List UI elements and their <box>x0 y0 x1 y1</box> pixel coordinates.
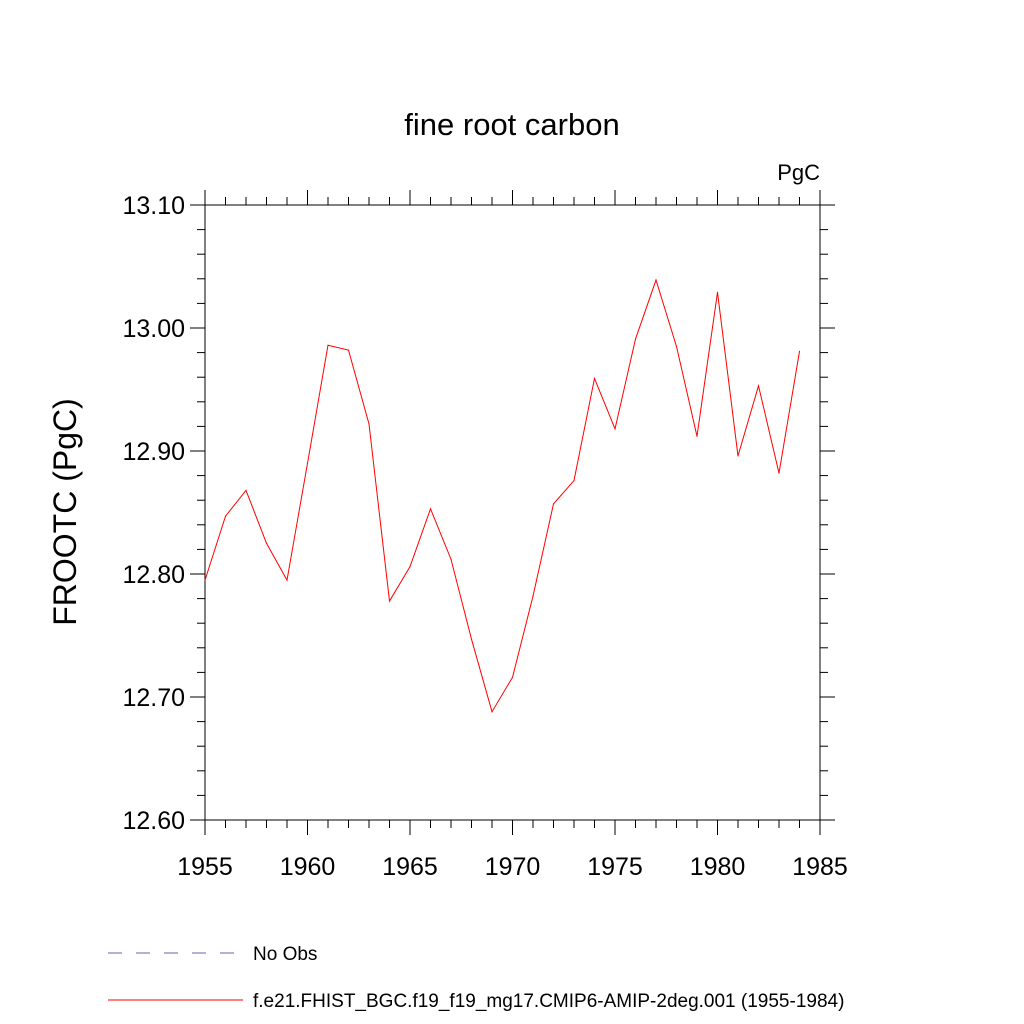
plot-frame <box>204 204 821 821</box>
data-point <box>696 435 698 437</box>
units-label: PgC <box>777 160 820 185</box>
data-point <box>573 479 575 482</box>
data-point <box>409 566 411 568</box>
data-point <box>347 349 350 351</box>
data-point <box>614 428 616 430</box>
data-point <box>388 600 391 602</box>
data-point <box>286 579 288 581</box>
data-point <box>593 377 596 380</box>
x-tick-label: 1980 <box>690 853 746 881</box>
data-point <box>634 338 637 340</box>
data-point <box>511 676 514 678</box>
data-point <box>532 595 534 597</box>
y-tick-label: 13.00 <box>122 315 185 343</box>
y-tick-label: 13.10 <box>122 192 185 220</box>
data-point <box>450 558 452 560</box>
series-line <box>204 278 800 714</box>
x-tick-label: 1955 <box>177 853 233 881</box>
x-tick-label: 1975 <box>587 853 643 881</box>
data-point <box>655 279 657 281</box>
legend: No Obs f.e21.FHIST_BGC.f19_f19_mg17.CMIP… <box>108 944 844 1012</box>
legend-label-no-obs: No Obs <box>253 944 317 965</box>
x-axis-ticks: 1955 1960 1965 1970 1975 1980 1985 <box>177 190 848 881</box>
chart-title: fine root carbon <box>404 107 619 142</box>
data-point <box>716 291 719 293</box>
data-point <box>757 385 760 387</box>
data-point <box>491 711 493 713</box>
data-point <box>306 462 309 464</box>
x-tick-label: 1960 <box>280 853 336 881</box>
y-tick-label: 12.90 <box>122 438 185 466</box>
x-tick-label: 1965 <box>382 853 438 881</box>
data-point <box>245 489 247 491</box>
data-point <box>778 472 780 474</box>
y-tick-label: 12.70 <box>122 684 185 712</box>
x-tick-label: 1970 <box>485 853 541 881</box>
data-point <box>368 423 370 425</box>
series-layer <box>204 278 801 714</box>
data-point <box>552 503 555 505</box>
data-point <box>224 515 227 517</box>
data-point <box>327 344 329 346</box>
x-tick-label: 1985 <box>792 853 848 881</box>
y-axis-label: FROOTC (PgC) <box>47 398 83 626</box>
data-point <box>470 638 473 640</box>
data-point <box>737 455 739 457</box>
y-tick-label: 12.60 <box>122 807 185 835</box>
data-point <box>798 350 801 352</box>
data-point <box>204 579 206 581</box>
legend-label-model: f.e21.FHIST_BGC.f19_f19_mg17.CMIP6-AMIP-… <box>253 991 844 1012</box>
y-tick-label: 12.80 <box>122 561 185 589</box>
y-axis-ticks: 12.60 12.70 12.80 12.90 13.00 13.10 <box>122 192 835 835</box>
data-point <box>429 508 432 510</box>
data-point <box>265 542 268 544</box>
data-point <box>675 345 678 348</box>
